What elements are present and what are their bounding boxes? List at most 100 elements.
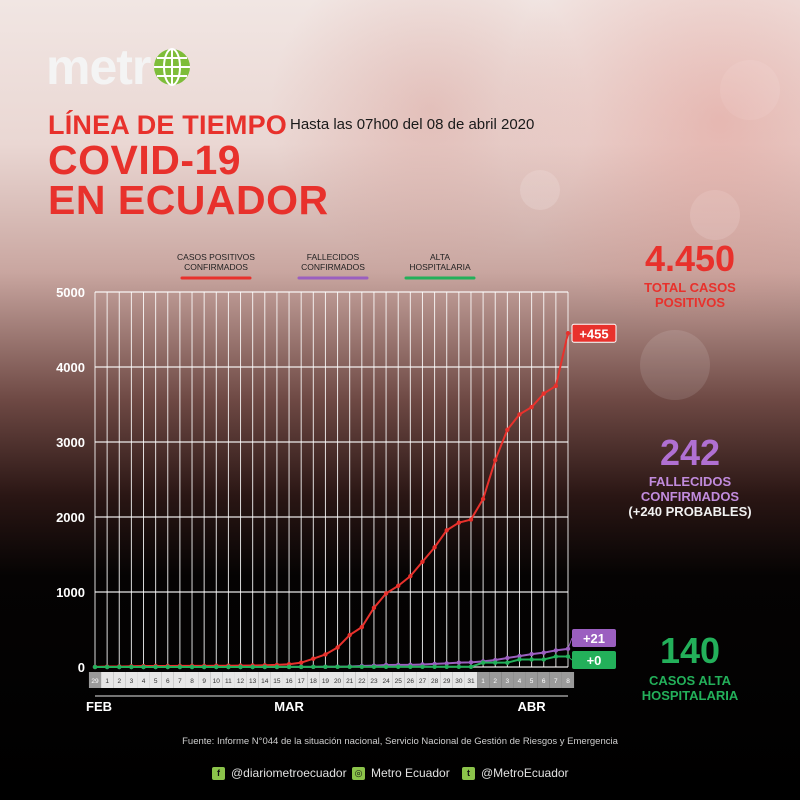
data-point bbox=[444, 664, 449, 669]
day-band-cell bbox=[210, 672, 223, 688]
day-band-cell bbox=[513, 672, 526, 688]
data-point bbox=[129, 664, 134, 670]
day-band-cell bbox=[319, 672, 332, 688]
data-point bbox=[92, 664, 98, 670]
data-point bbox=[141, 664, 146, 670]
day-label: 29 bbox=[443, 678, 451, 685]
data-point bbox=[517, 412, 522, 417]
data-point bbox=[480, 660, 486, 665]
day-label: 22 bbox=[358, 678, 366, 685]
deaths-value: 242 bbox=[659, 432, 721, 473]
timeline-kicker: LÍNEA DE TIEMPO bbox=[48, 110, 288, 140]
day-label: 10 bbox=[213, 678, 221, 685]
data-point bbox=[529, 651, 534, 657]
metro-logo: metr bbox=[46, 42, 192, 92]
day-band-cell bbox=[137, 672, 150, 688]
data-point bbox=[396, 583, 401, 589]
day-label: 13 bbox=[249, 678, 257, 685]
data-point bbox=[505, 427, 510, 432]
day-label: 11 bbox=[225, 678, 232, 685]
facebook-icon: f bbox=[212, 766, 225, 780]
day-label: 12 bbox=[237, 678, 245, 685]
day-label: 31 bbox=[467, 678, 475, 685]
day-band-cell bbox=[198, 672, 211, 688]
day-label: 8 bbox=[190, 678, 194, 685]
data-point bbox=[214, 664, 219, 670]
data-point bbox=[468, 517, 474, 522]
deaths-label-line1: FALLECIDOS bbox=[648, 474, 732, 489]
day-band-cell bbox=[125, 672, 138, 688]
data-point bbox=[323, 664, 328, 669]
day-label: 30 bbox=[455, 678, 463, 685]
report-date: Hasta las 07h00 del 08 de abril 2020 bbox=[290, 116, 535, 133]
data-point bbox=[286, 664, 292, 670]
data-point bbox=[347, 632, 352, 638]
social-facebook[interactable]: f @diariometroecuador bbox=[212, 766, 347, 780]
data-point bbox=[238, 664, 243, 670]
day-band-cell bbox=[477, 672, 490, 688]
data-point bbox=[541, 650, 546, 655]
data-point bbox=[335, 664, 340, 669]
day-band-cell bbox=[343, 672, 356, 688]
day-label: 3 bbox=[506, 678, 510, 685]
day-band-cell bbox=[222, 672, 235, 688]
facebook-handle: @diariometroecuador bbox=[231, 766, 347, 780]
day-label: 4 bbox=[518, 678, 522, 685]
day-label: 7 bbox=[178, 678, 182, 685]
day-label: 1 bbox=[481, 678, 485, 685]
data-point bbox=[226, 664, 231, 670]
data-point bbox=[468, 660, 474, 665]
social-twitter[interactable]: t @MetroEcuador bbox=[462, 766, 569, 780]
day-band-cell bbox=[392, 672, 405, 688]
data-point bbox=[517, 657, 522, 662]
day-label: 7 bbox=[554, 678, 558, 685]
data-point bbox=[456, 660, 462, 665]
data-point bbox=[408, 573, 413, 579]
twitter-handle: @MetroEcuador bbox=[481, 766, 569, 780]
day-band-cell bbox=[428, 672, 441, 688]
title-line-1: COVID-19 bbox=[48, 137, 242, 183]
y-tick-label: 4000 bbox=[56, 360, 85, 375]
data-point bbox=[165, 664, 170, 670]
day-band-cell bbox=[246, 672, 259, 688]
y-tick-label: 1000 bbox=[56, 585, 85, 600]
data-point bbox=[541, 657, 546, 662]
day-band-cell bbox=[101, 672, 114, 688]
day-band-cell bbox=[416, 672, 429, 688]
end-label-badge bbox=[572, 629, 616, 647]
day-band-cell bbox=[88, 672, 102, 688]
data-point bbox=[298, 664, 304, 670]
alta-label: CASOS ALTA HOSPITALARIA bbox=[610, 673, 770, 703]
day-band-cell bbox=[270, 672, 283, 688]
total-cases-label: TOTAL CASOS POSITIVOS bbox=[610, 280, 770, 310]
day-band-cell bbox=[161, 672, 174, 688]
day-band-cell bbox=[258, 672, 271, 688]
day-band-cell bbox=[185, 672, 199, 688]
day-band-cell bbox=[561, 672, 575, 688]
month-label: MAR bbox=[274, 699, 304, 714]
day-band-cell bbox=[307, 672, 320, 688]
data-point bbox=[541, 391, 546, 396]
end-label-connector bbox=[567, 637, 573, 650]
twitter-icon: t bbox=[462, 766, 475, 780]
data-point bbox=[468, 664, 474, 669]
day-band-cell bbox=[355, 672, 368, 688]
data-point bbox=[311, 664, 316, 670]
data-point bbox=[383, 591, 389, 596]
data-point bbox=[117, 664, 122, 670]
day-band-cell bbox=[537, 672, 550, 688]
data-point bbox=[201, 664, 207, 670]
data-point bbox=[456, 664, 462, 669]
instagram-handle: Metro Ecuador bbox=[371, 766, 450, 780]
end-label-text: +0 bbox=[587, 653, 602, 668]
legend-label: CASOS POSITIVOS bbox=[177, 252, 255, 262]
data-point bbox=[371, 605, 377, 611]
logo-text: metr bbox=[46, 39, 151, 95]
social-instagram[interactable]: ◎ Metro Ecuador bbox=[352, 766, 450, 780]
day-label: 28 bbox=[431, 678, 439, 685]
data-point bbox=[359, 664, 365, 669]
day-band-cell bbox=[549, 672, 562, 688]
data-point bbox=[505, 660, 510, 665]
day-label: 4 bbox=[142, 678, 146, 685]
legend-label: FALLECIDOS bbox=[307, 252, 360, 262]
